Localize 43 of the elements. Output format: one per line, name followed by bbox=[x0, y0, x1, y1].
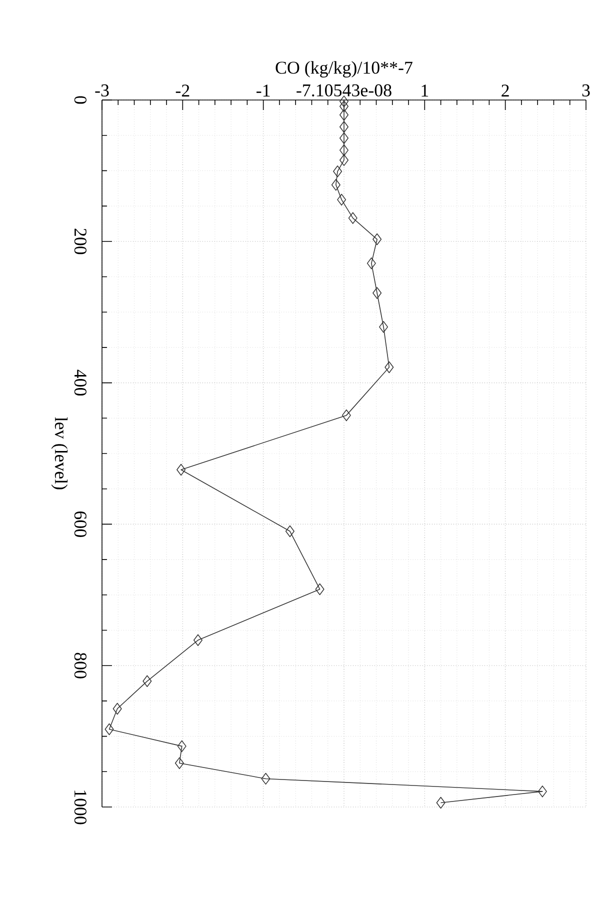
point bbox=[176, 464, 186, 476]
point bbox=[339, 96, 349, 108]
point bbox=[372, 287, 382, 299]
x-tick-label: -1 bbox=[256, 84, 270, 96]
point bbox=[366, 257, 376, 270]
x-tick-label: -3 bbox=[95, 84, 109, 96]
x-tick-label: 1 bbox=[422, 84, 428, 96]
point bbox=[339, 132, 349, 144]
point bbox=[261, 772, 270, 785]
point bbox=[331, 178, 340, 191]
point bbox=[339, 144, 349, 156]
point bbox=[379, 321, 388, 333]
x-tick-label: 3 bbox=[582, 84, 590, 96]
point bbox=[315, 583, 324, 596]
x-axis-title: CO (kg/kg)/10**-7 bbox=[276, 61, 412, 78]
point bbox=[339, 154, 349, 166]
point bbox=[333, 166, 342, 178]
point bbox=[174, 757, 184, 770]
y-tick-label: 600 bbox=[74, 512, 86, 537]
y-tick-label: 800 bbox=[74, 652, 86, 678]
point bbox=[104, 723, 114, 736]
point bbox=[348, 212, 358, 224]
point bbox=[372, 233, 382, 246]
x-tick-label: -7.10543e-08 bbox=[296, 84, 392, 96]
y-tick-label: 0 bbox=[74, 96, 86, 104]
x-tick-label: 2 bbox=[502, 84, 509, 96]
x-tick-label: -2 bbox=[176, 84, 190, 96]
y-tick-label: 400 bbox=[74, 370, 86, 396]
point bbox=[436, 796, 446, 809]
point bbox=[112, 702, 122, 715]
point bbox=[285, 525, 294, 538]
point bbox=[142, 675, 152, 688]
point bbox=[384, 361, 394, 374]
point bbox=[339, 108, 349, 121]
point bbox=[339, 120, 349, 133]
point bbox=[193, 634, 202, 646]
y-tick-label: 1000 bbox=[74, 790, 86, 824]
point bbox=[342, 409, 351, 422]
point bbox=[538, 786, 547, 798]
y-axis-title: lev (level) bbox=[51, 417, 68, 490]
y-tick-label: 200 bbox=[74, 228, 86, 254]
point bbox=[337, 194, 346, 206]
point bbox=[177, 740, 186, 752]
